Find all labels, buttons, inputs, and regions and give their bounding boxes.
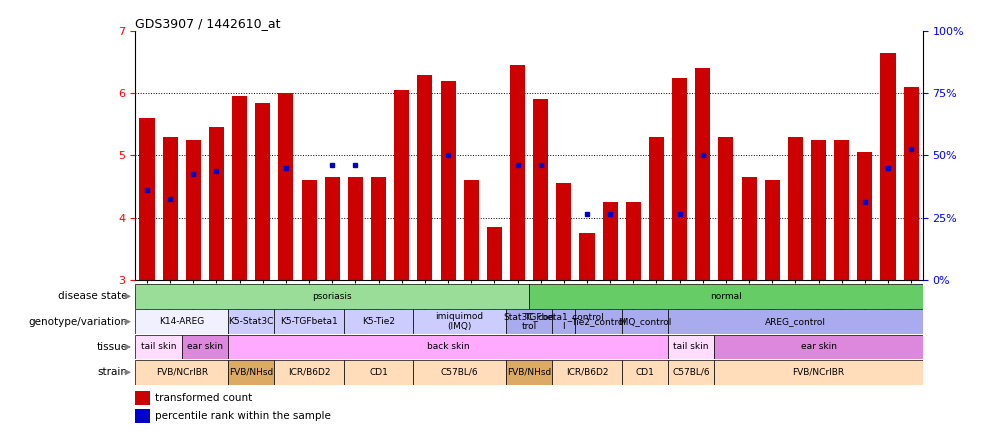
Bar [279,93,294,280]
Text: FVB/NHsd: FVB/NHsd [506,368,551,377]
Text: Tie2_control: Tie2_control [570,317,625,326]
Bar [552,360,621,385]
Text: ICR/B6D2: ICR/B6D2 [565,368,607,377]
Text: percentile rank within the sample: percentile rank within the sample [155,411,331,421]
Text: tissue: tissue [96,342,127,352]
Bar [788,137,803,280]
Bar [505,360,552,385]
Bar [857,152,872,280]
Text: K14-AREG: K14-AREG [159,317,204,326]
Bar [463,180,478,280]
Text: K5-TGFbeta1: K5-TGFbeta1 [280,317,338,326]
Text: ICR/B6D2: ICR/B6D2 [288,368,330,377]
Bar [135,335,181,359]
Bar [694,68,709,280]
Bar [621,309,667,334]
Bar [231,96,246,280]
Bar [621,360,667,385]
Bar [440,81,455,280]
Bar [505,309,552,334]
Text: tail skin: tail skin [672,342,708,352]
Bar [344,309,413,334]
Text: disease state: disease state [58,291,127,301]
Text: K5-Stat3C: K5-Stat3C [228,317,274,326]
Bar [394,90,409,280]
Text: ear skin: ear skin [186,342,222,352]
Bar [579,233,594,280]
Text: C57BL/6: C57BL/6 [440,368,478,377]
Text: K5-Tie2: K5-Tie2 [362,317,395,326]
Text: tail skin: tail skin [140,342,176,352]
Bar [413,360,505,385]
Bar [325,177,340,280]
Bar [811,140,826,280]
Bar [625,202,640,280]
Bar [713,360,922,385]
Bar [417,75,432,280]
Bar [275,360,344,385]
Text: psoriasis: psoriasis [312,292,352,301]
Bar [764,180,779,280]
Bar [509,65,524,280]
Bar [139,118,154,280]
Bar [648,137,663,280]
Bar [348,177,363,280]
Bar [227,335,667,359]
Bar [667,335,713,359]
Text: genotype/variation: genotype/variation [28,317,127,327]
Bar [740,177,756,280]
Bar [135,391,149,405]
Text: ear skin: ear skin [800,342,836,352]
Bar [162,137,177,280]
Text: FVB/NCrIBR: FVB/NCrIBR [792,368,844,377]
Bar [344,360,413,385]
Bar [834,140,849,280]
Bar [135,360,227,385]
Bar [880,53,895,280]
Bar [255,103,270,280]
Bar [135,284,529,309]
Text: TGFbeta1_control
l: TGFbeta1_control l [523,312,603,331]
Bar [135,408,149,423]
Text: CD1: CD1 [635,368,653,377]
Bar [667,309,922,334]
Text: imiquimod
(IMQ): imiquimod (IMQ) [435,312,483,331]
Text: GDS3907 / 1442610_at: GDS3907 / 1442610_at [135,17,281,30]
Bar [671,78,686,280]
Bar [903,87,918,280]
Bar [717,137,732,280]
Bar [667,360,713,385]
Bar [227,360,275,385]
Text: CD1: CD1 [369,368,388,377]
Bar [602,202,617,280]
Bar [529,284,922,309]
Text: IMQ_control: IMQ_control [617,317,671,326]
Bar [208,127,223,280]
Bar [227,309,275,334]
Bar [275,309,344,334]
Bar [185,140,200,280]
Text: C57BL/6: C57BL/6 [671,368,709,377]
Text: back skin: back skin [426,342,469,352]
Bar [135,309,227,334]
Text: transformed count: transformed count [155,393,253,403]
Text: normal: normal [709,292,741,301]
Bar [371,177,386,280]
Text: FVB/NHsd: FVB/NHsd [228,368,273,377]
Bar [556,183,571,280]
Bar [533,99,548,280]
Bar [575,309,621,334]
Bar [413,309,505,334]
Bar [181,335,227,359]
Text: FVB/NCrIBR: FVB/NCrIBR [155,368,207,377]
Bar [302,180,317,280]
Text: AREG_control: AREG_control [765,317,825,326]
Text: Stat3C_con
trol: Stat3C_con trol [503,312,554,331]
Text: strain: strain [97,367,127,377]
Bar [486,227,501,280]
Bar [552,309,575,334]
Bar [713,335,922,359]
